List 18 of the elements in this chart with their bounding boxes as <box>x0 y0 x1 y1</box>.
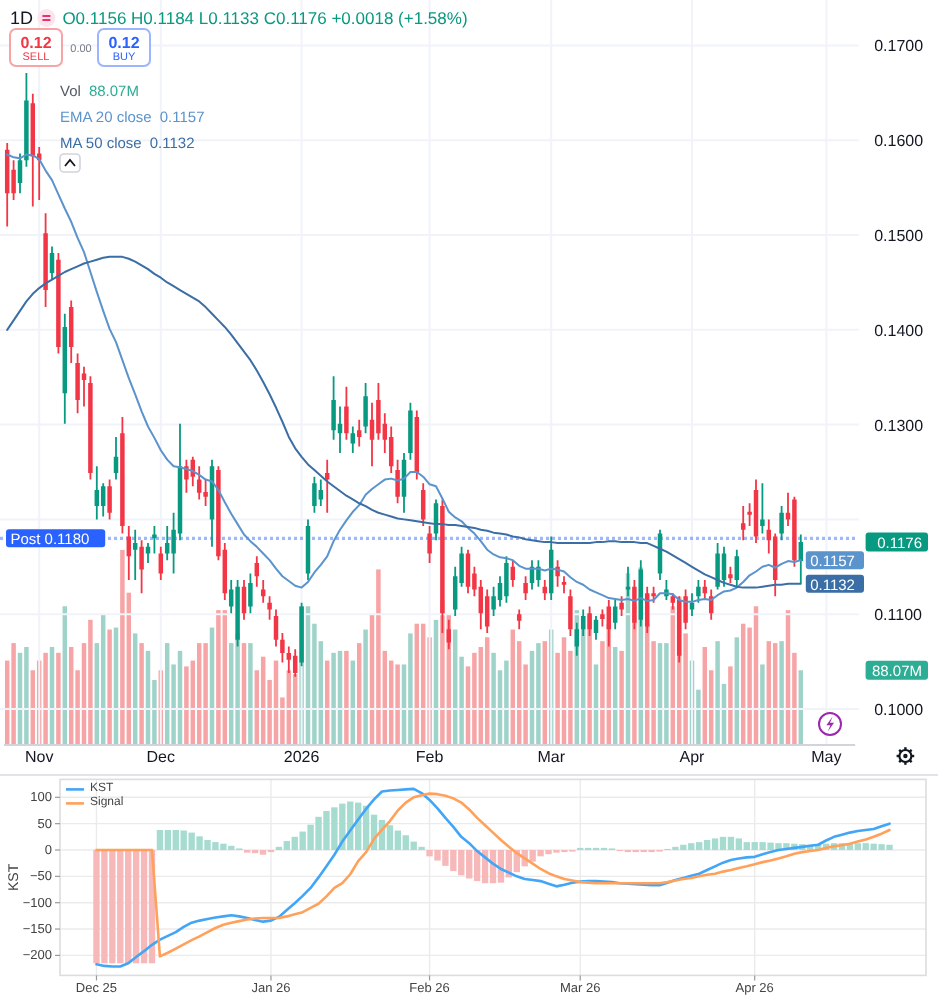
x-tick-label: Nov <box>24 747 54 765</box>
y-tick-label: 0.1300 <box>874 415 925 434</box>
y-tick-label: 0.1600 <box>874 131 925 150</box>
y-tick-label: 0.1700 <box>874 36 925 55</box>
y-tick-label: 0.1100 <box>874 605 924 624</box>
annotation: 0.12 <box>20 33 53 51</box>
y-tick-label: 0.1000 <box>874 699 925 718</box>
x-tick-label: Dec <box>146 747 176 765</box>
x-tick-label: May <box>811 747 842 765</box>
y-tick-label: 0.1400 <box>874 320 925 339</box>
x-tick-label: Apr <box>679 747 706 765</box>
x-tick-label: Feb <box>415 747 445 765</box>
text: O0.1156 H0.1184 L0.1133 C0.1176 +0.0018 (+1.58%) <box>62 8 468 28</box>
y-tick-label: 0.1500 <box>874 226 925 245</box>
text: 1D <box>10 8 35 28</box>
x-tick-label: 2026 <box>283 747 321 765</box>
annotation: 0.12 <box>108 33 141 51</box>
x-tick-label: Mar <box>537 747 566 765</box>
